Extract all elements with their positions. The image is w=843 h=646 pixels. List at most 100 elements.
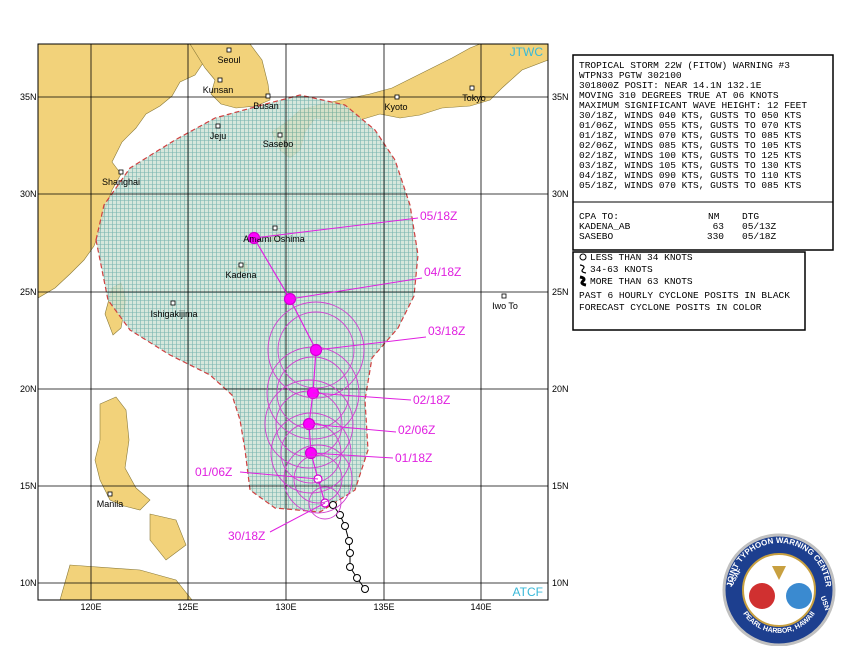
lat-label: 10N <box>552 578 569 588</box>
track-label: 30/18Z <box>228 529 265 543</box>
warning-line: 30/18Z, WINDS 040 KTS, GUSTS TO 050 KTS <box>579 110 802 121</box>
place-name: Sasebo <box>263 139 294 149</box>
lat-label: 30N <box>552 189 569 199</box>
leader <box>315 336 427 351</box>
cpa-header: NM <box>708 211 720 222</box>
warning-line: MOVING 310 DEGREES TRUE AT 06 KNOTS <box>579 90 779 101</box>
past-posit <box>336 511 344 519</box>
wind-radius <box>267 301 365 399</box>
place-name: Jeju <box>210 131 227 141</box>
place-name: Kadena <box>225 270 256 280</box>
map-border <box>37 43 549 601</box>
legend-symbol <box>579 264 587 274</box>
legend-item: LESS THAN 34 KNOTS <box>590 252 693 263</box>
place-name: Kunsan <box>203 85 234 95</box>
city-dot <box>469 85 475 91</box>
track-label: 02/06Z <box>398 423 435 437</box>
lat-label: 10N <box>20 578 37 588</box>
cpa-header: CPA TO: <box>579 211 619 222</box>
legend-note: PAST 6 HOURLY CYCLONE POSITS IN BLACK <box>579 290 790 301</box>
city-dot <box>215 123 221 129</box>
city-dot <box>238 262 244 268</box>
track-label: 01/06Z <box>195 465 232 479</box>
place-name: Shanghai <box>102 177 140 187</box>
place-name: Amami Oshima <box>243 234 305 244</box>
track-label: 01/18Z <box>395 451 432 465</box>
cpa-cell: 330 <box>707 231 724 242</box>
wind-radius <box>277 311 355 389</box>
map <box>38 44 548 600</box>
lat-label: 25N <box>552 287 569 297</box>
seal-right: USN <box>819 595 831 611</box>
track <box>247 231 369 593</box>
past-posit <box>329 501 337 509</box>
city-dot <box>107 491 113 497</box>
legend-item: 34-63 KNOTS <box>590 264 653 275</box>
wind-radius <box>264 379 354 469</box>
city-dot <box>217 77 223 83</box>
warning-line: 01/18Z, WINDS 070 KTS, GUSTS TO 085 KTS <box>579 130 802 141</box>
warning-line: 301800Z POSIT: NEAR 14.1N 132.1E <box>579 80 762 91</box>
legend-symbol <box>579 275 587 287</box>
place-name: Tokyo <box>462 93 486 103</box>
badge: JTWC <box>510 45 544 59</box>
warning-line: 02/06Z, WINDS 085 KTS, GUSTS TO 105 KTS <box>579 140 802 151</box>
warning-line: TROPICAL STORM 22W (FITOW) WARNING #3 <box>579 60 790 71</box>
leader <box>308 423 397 433</box>
warning-line: MAXIMUM SIGNIFICANT WAVE HEIGHT: 12 FEET <box>579 100 807 111</box>
warning-line: 04/18Z, WINDS 090 KTS, GUSTS TO 110 KTS <box>579 170 802 181</box>
cpa-header: DTG <box>742 211 759 222</box>
place-name: Seoul <box>217 55 240 65</box>
seal: JOINT TYPHOON WARNING CENTER PEARL HARBO… <box>722 533 836 646</box>
cpa-cell: 63 <box>713 221 725 232</box>
city-dot <box>265 93 271 99</box>
lat-label: 15N <box>552 481 569 491</box>
info-box <box>572 54 834 251</box>
past-posit <box>345 537 353 545</box>
city-dot <box>394 94 400 100</box>
lon-label: 130E <box>275 602 296 612</box>
city-dot <box>501 293 507 299</box>
warning-line: 01/06Z, WINDS 055 KTS, GUSTS TO 070 KTS <box>579 120 802 131</box>
lon-label: 125E <box>177 602 198 612</box>
wind-radius <box>276 356 350 430</box>
lon-label: 135E <box>373 602 394 612</box>
legend-box <box>572 251 806 331</box>
lat-label: 20N <box>552 384 569 394</box>
city-dot <box>272 225 278 231</box>
land <box>38 44 548 600</box>
leader <box>289 277 423 300</box>
wind-radius <box>270 412 352 494</box>
leader <box>253 217 419 239</box>
lon-label: 140E <box>470 602 491 612</box>
leader <box>269 502 326 533</box>
place-name: Kyoto <box>384 102 407 112</box>
place-name: Ishigakijima <box>150 309 197 319</box>
leader <box>310 452 394 459</box>
past-posit <box>346 549 354 557</box>
place-name: Manila <box>97 499 124 509</box>
cpa-cell: SASEBO <box>579 231 614 242</box>
place-name: Iwo To <box>492 301 518 311</box>
wind-radius <box>293 454 343 504</box>
wind-radius <box>283 444 353 514</box>
lon-label: 120E <box>80 602 101 612</box>
legend-note: FORECAST CYCLONE POSITS IN COLOR <box>579 302 762 313</box>
legend-symbol <box>579 253 587 261</box>
lat-label: 20N <box>20 384 37 394</box>
warning-line: 03/18Z, WINDS 105 KTS, GUSTS TO 130 KTS <box>579 160 802 171</box>
past-posit <box>346 563 354 571</box>
cpa-cell: KADENA_AB <box>579 221 631 232</box>
info: TROPICAL STORM 22W (FITOW) WARNING #3WTP… <box>579 60 807 313</box>
track-label: 03/18Z <box>428 324 465 338</box>
lat-label: 35N <box>20 92 37 102</box>
past-posit <box>341 522 349 530</box>
wind-radius <box>308 486 342 520</box>
lat-label: 15N <box>20 481 37 491</box>
city-dot <box>170 300 176 306</box>
cpa-cell: 05/13Z <box>742 221 777 232</box>
warning-line: 02/18Z, WINDS 100 KTS, GUSTS TO 125 KTS <box>579 150 802 161</box>
warning-line: WTPN33 PGTW 302100 <box>579 70 682 81</box>
warning-line: 05/18Z, WINDS 070 KTS, GUSTS TO 085 KTS <box>579 180 802 191</box>
